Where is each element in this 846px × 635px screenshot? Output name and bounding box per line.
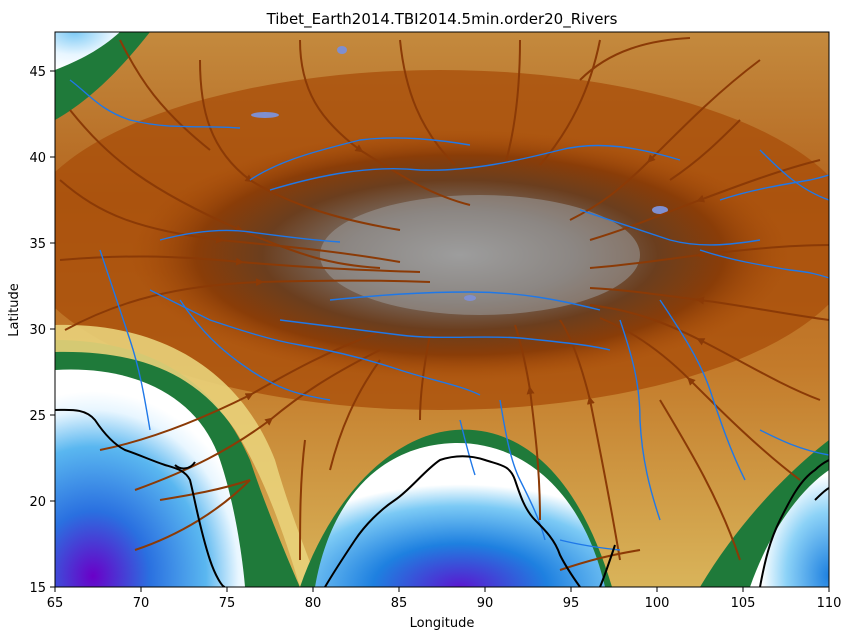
x-tick-label: 65 — [47, 596, 64, 611]
map-area — [55, 32, 829, 587]
y-axis-label: Latitude — [7, 283, 22, 337]
streamlines — [59, 37, 829, 571]
x-tick-label: 70 — [133, 596, 150, 611]
x-axis: 65 70 75 80 85 90 95 100 105 110 — [47, 587, 842, 611]
x-axis-label: Longitude — [410, 616, 475, 631]
y-tick-label: 40 — [29, 151, 46, 166]
y-tick-label: 25 — [29, 409, 46, 424]
map-title: Tibet_Earth2014.TBI2014.5min.order20_Riv… — [266, 10, 618, 29]
plateau-core — [320, 195, 640, 315]
yellow-band-left — [55, 324, 320, 587]
x-tick-label: 95 — [563, 596, 580, 611]
x-tick-label: 80 — [305, 596, 322, 611]
x-tick-label: 85 — [391, 596, 408, 611]
x-tick-label: 75 — [219, 596, 236, 611]
lake-balkhash — [251, 112, 279, 118]
y-tick-label: 15 — [29, 581, 46, 596]
x-tick-label: 100 — [645, 596, 670, 611]
lake-qinghai — [652, 206, 668, 214]
bay-of-bengal — [315, 442, 605, 587]
y-tick-label: 20 — [29, 495, 46, 510]
y-tick-label: 35 — [29, 237, 46, 252]
x-tick-label: 110 — [817, 596, 842, 611]
lake-small-1 — [337, 46, 347, 54]
lake-small-2 — [464, 295, 476, 301]
x-tick-label: 90 — [477, 596, 494, 611]
y-axis: 15 20 25 30 35 40 45 — [29, 65, 55, 596]
x-tick-label: 105 — [731, 596, 756, 611]
rivers — [69, 79, 829, 551]
y-tick-label: 45 — [29, 65, 46, 80]
y-tick-label: 30 — [29, 323, 46, 338]
axes-frame — [54, 31, 830, 588]
south-china-sea — [750, 470, 829, 587]
ocean-top-left — [55, 32, 120, 70]
arabian-sea — [55, 369, 245, 587]
coastlines — [55, 408, 829, 587]
